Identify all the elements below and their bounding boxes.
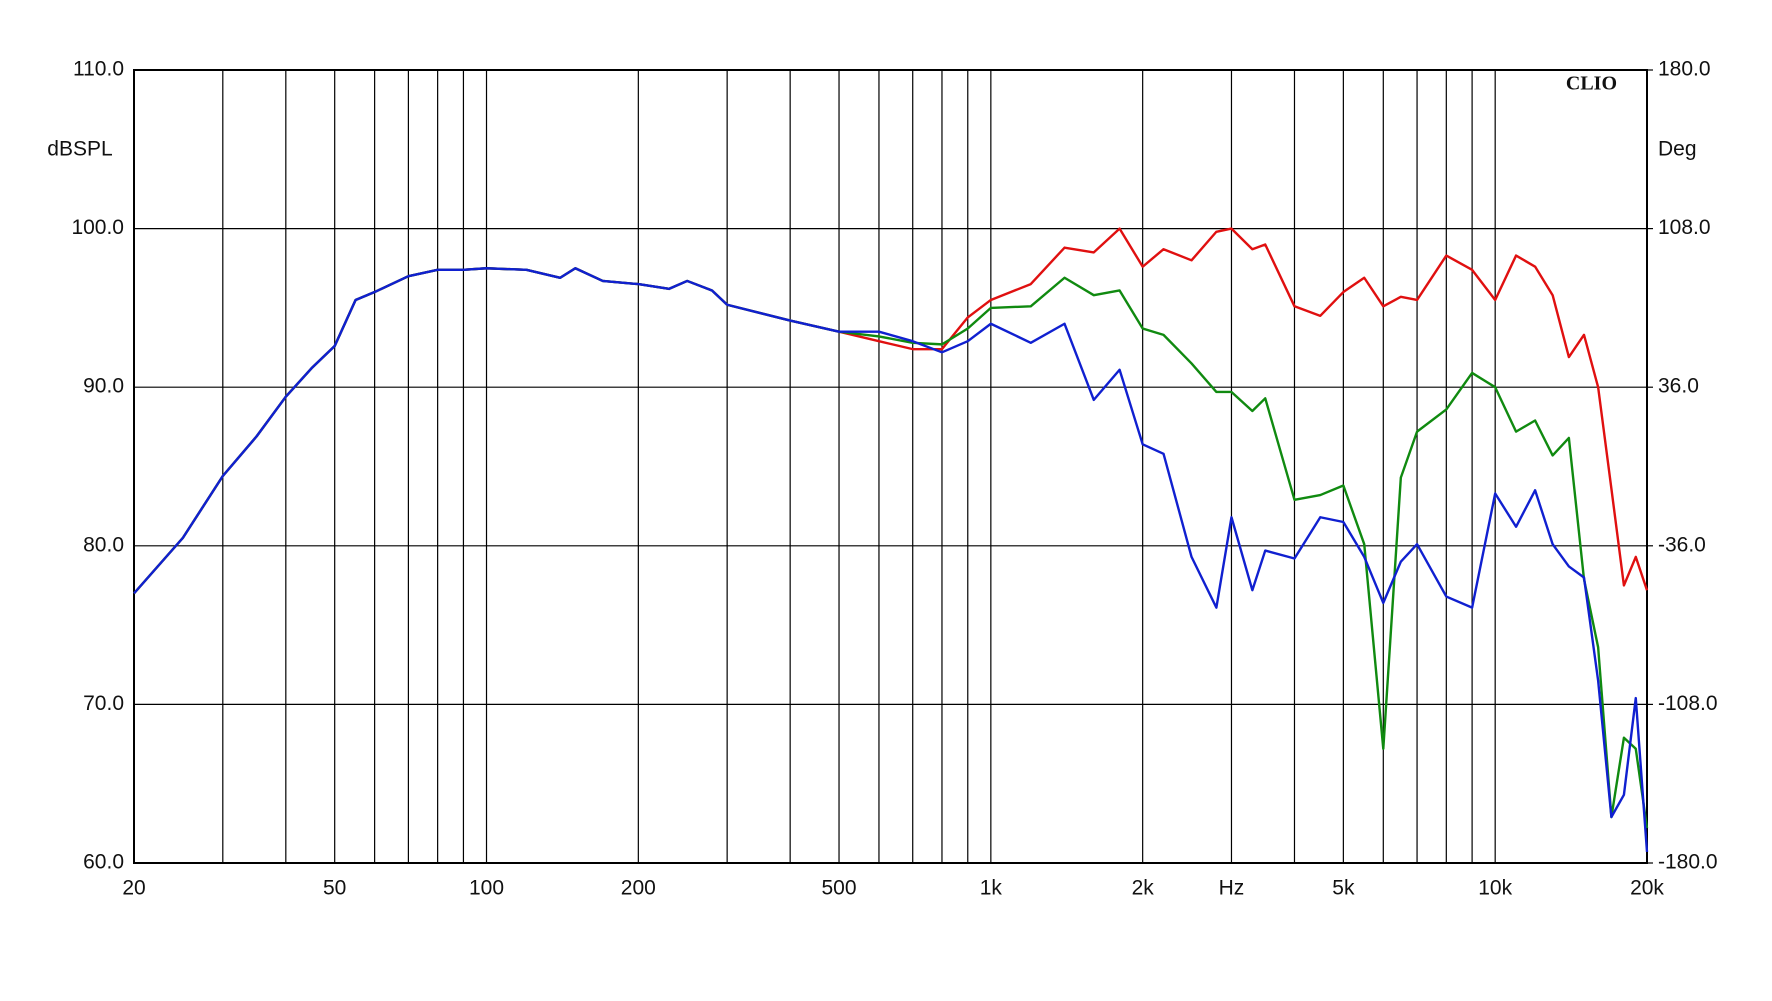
x-tick-label: 5k	[1332, 877, 1355, 900]
y-tick-label: 70.0	[83, 692, 124, 715]
x-tick-label: 50	[323, 877, 346, 900]
x-tick-label: Hz	[1219, 877, 1245, 900]
y2-axis-label: Deg	[1658, 138, 1697, 161]
y-tick-label: 60.0	[83, 851, 124, 874]
x-tick-label: 20	[122, 877, 145, 900]
x-tick-label: 200	[621, 877, 656, 900]
y2-tick-label: 108.0	[1658, 216, 1711, 239]
y2-tick-label: 180.0	[1658, 58, 1711, 81]
x-tick-label: 20k	[1630, 877, 1664, 900]
brand: CLIO	[1566, 73, 1617, 95]
plot-frame	[133, 69, 1648, 864]
x-tick-label: 2k	[1132, 877, 1155, 900]
y-tick-label: 100.0	[71, 216, 124, 239]
data-line	[133, 267, 1649, 852]
y2-tick-label: 36.0	[1658, 375, 1699, 398]
y2-tick-label: -108.0	[1658, 692, 1718, 715]
x-tick-label: 10k	[1478, 877, 1512, 900]
y-tick-label: 80.0	[83, 533, 124, 556]
y2-tick-label: -180.0	[1658, 851, 1718, 874]
y-axis-label: dBSPL	[47, 138, 112, 161]
x-tick-label: 1k	[980, 877, 1003, 900]
y-tick-label: 110.0	[73, 58, 124, 81]
x-tick-label: 100	[469, 877, 504, 900]
y-tick-label: 90.0	[83, 375, 124, 398]
y2-tick-label: -36.0	[1658, 533, 1706, 556]
x-tick-label: 500	[822, 877, 857, 900]
